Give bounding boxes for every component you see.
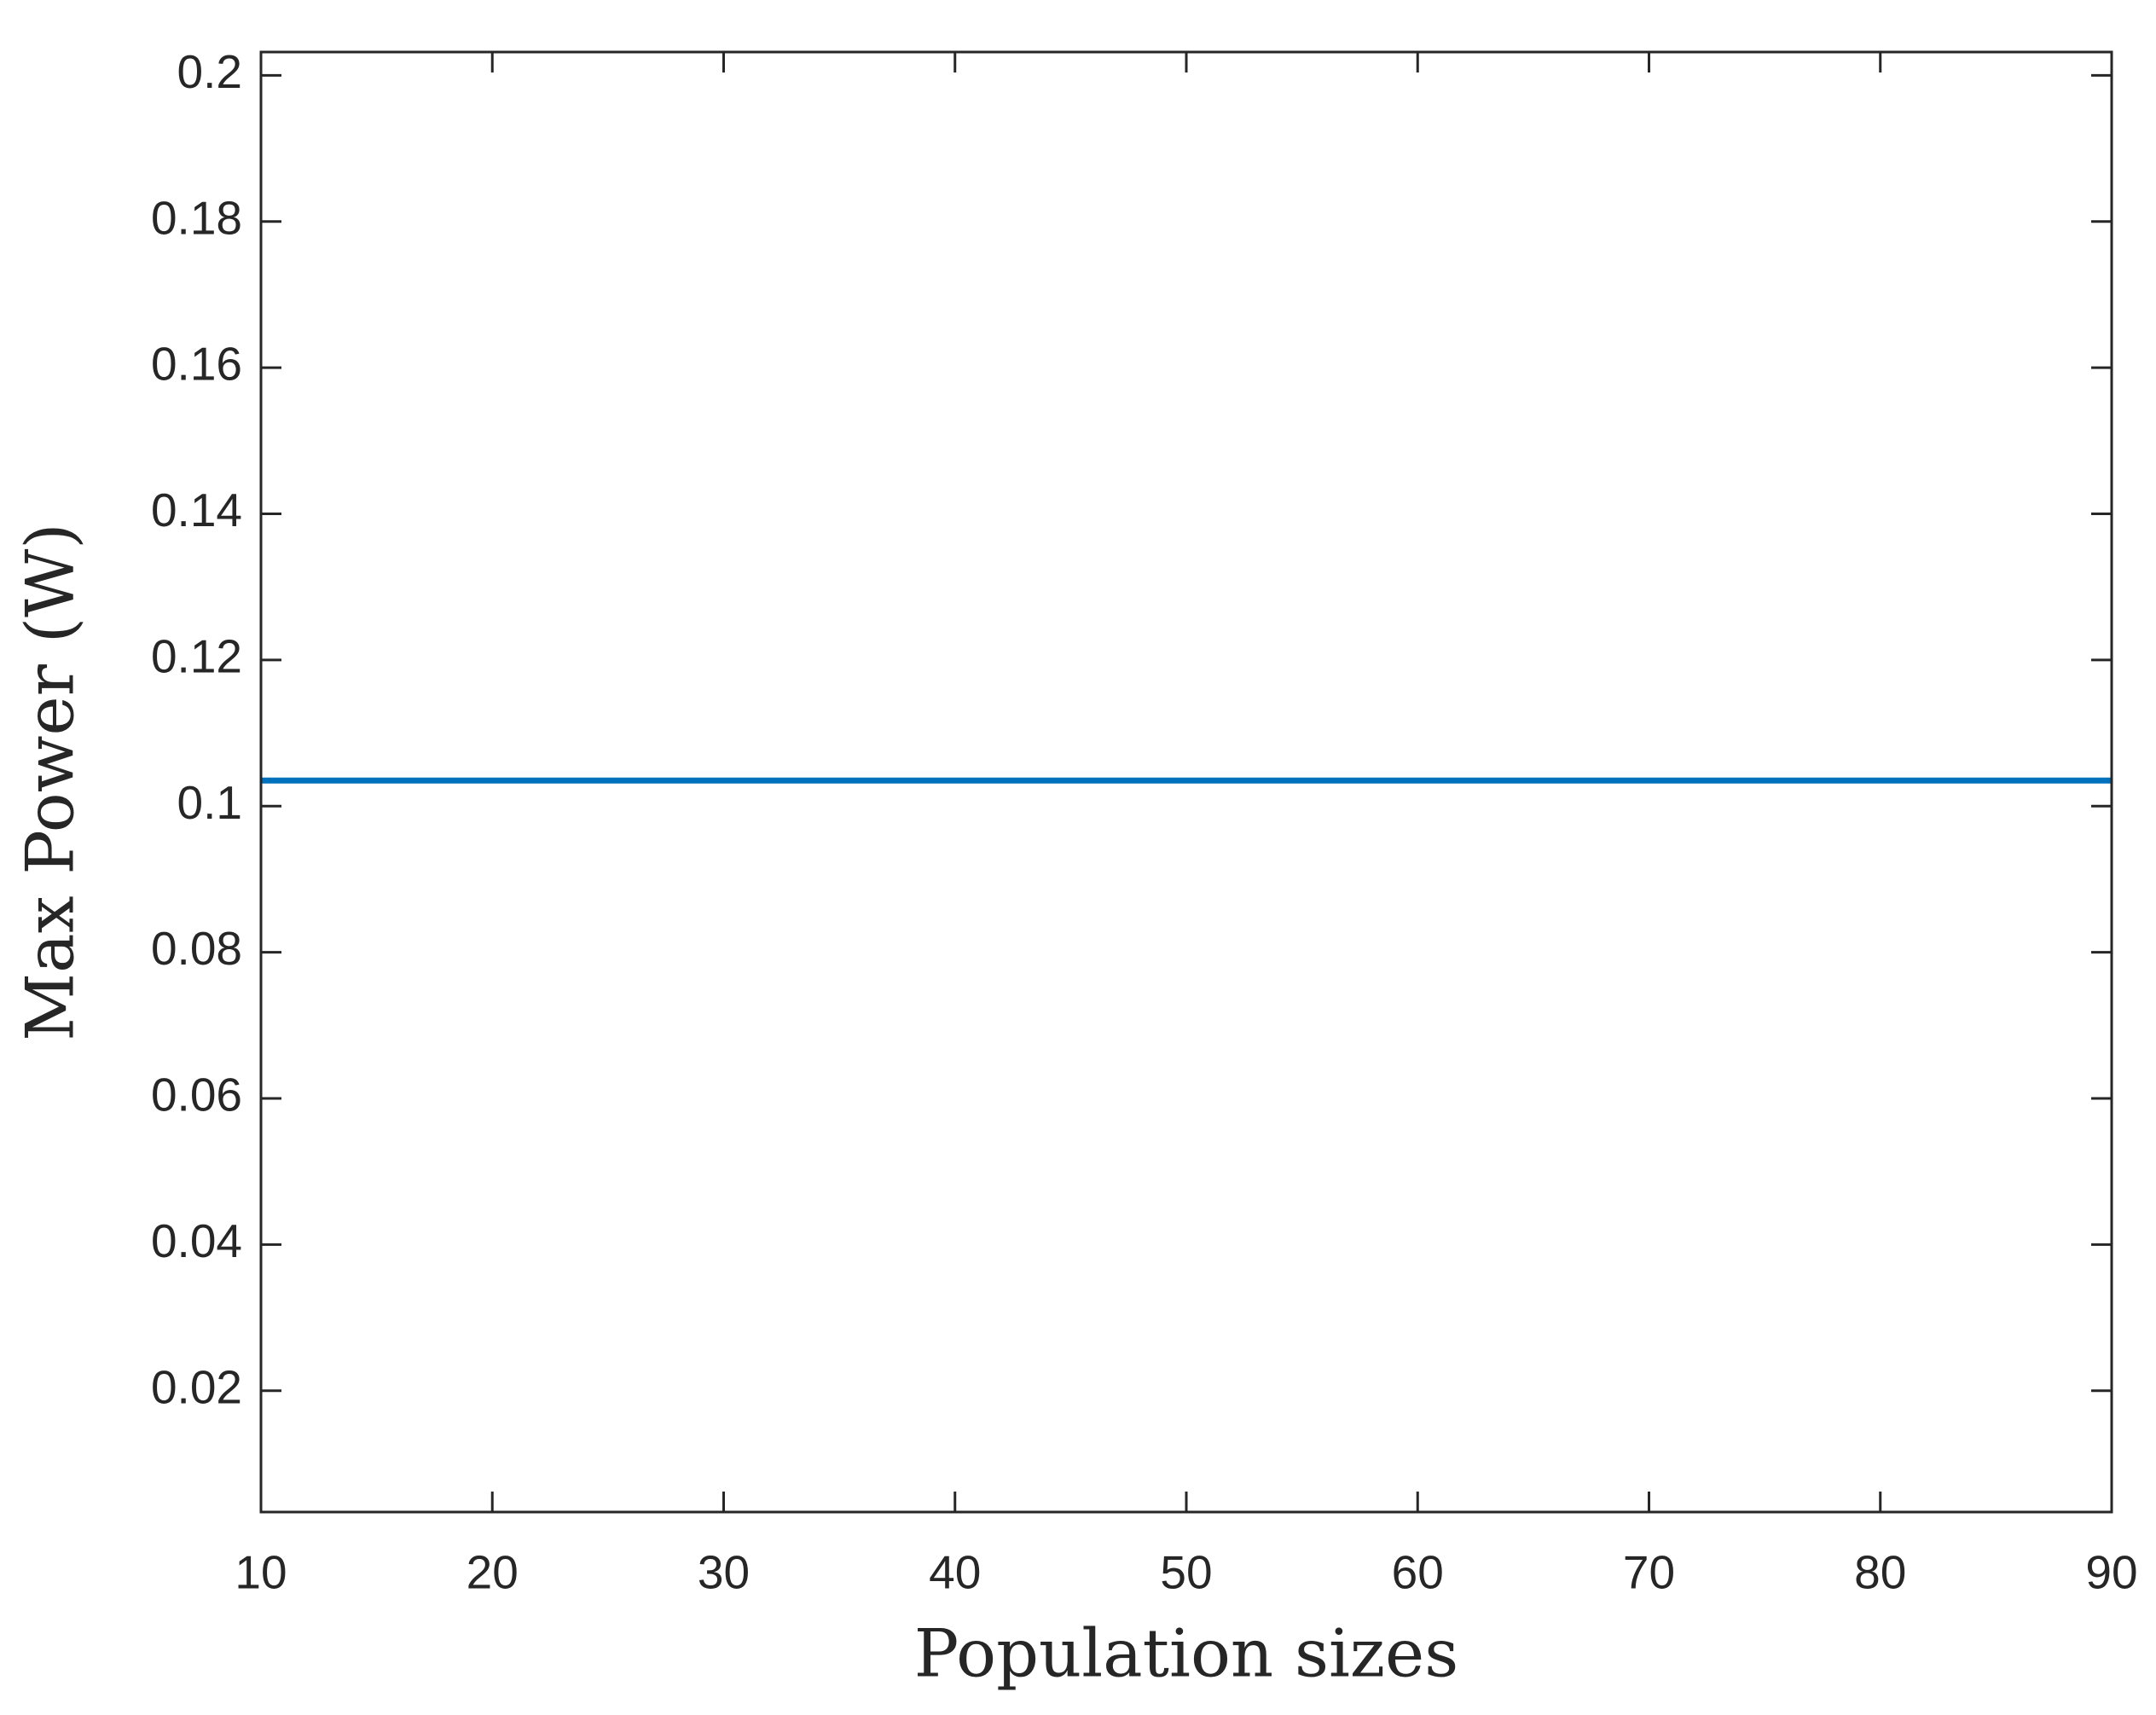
y-tick-label: 0.2	[177, 45, 242, 98]
y-tick-label: 0.06	[151, 1069, 242, 1121]
x-tick-label: 50	[1160, 1546, 1212, 1599]
x-tick-label: 80	[1854, 1546, 1906, 1599]
x-tick-label: 20	[467, 1546, 519, 1599]
y-tick-label: 0.16	[151, 338, 242, 391]
x-tick-label: 90	[2085, 1546, 2137, 1599]
x-tick-label: 60	[1392, 1546, 1444, 1599]
y-tick-label: 0.12	[151, 629, 242, 682]
y-tick-label: 0.14	[151, 484, 242, 536]
y-tick-label: 0.18	[151, 191, 242, 244]
plot-frame	[259, 50, 2113, 1514]
x-tick-label: 30	[698, 1546, 750, 1599]
y-tick-label: 0.02	[151, 1360, 242, 1413]
x-axis-title: Population sizes	[914, 1616, 1458, 1693]
x-tick-label: 10	[235, 1546, 287, 1599]
x-tick-label: 70	[1623, 1546, 1675, 1599]
y-tick-label: 0.1	[177, 776, 242, 829]
x-tick-label: 40	[929, 1546, 981, 1599]
y-tick-label: 0.04	[151, 1214, 242, 1267]
y-axis-title: Max Power (W)	[13, 523, 90, 1040]
y-tick-label: 0.08	[151, 922, 242, 975]
